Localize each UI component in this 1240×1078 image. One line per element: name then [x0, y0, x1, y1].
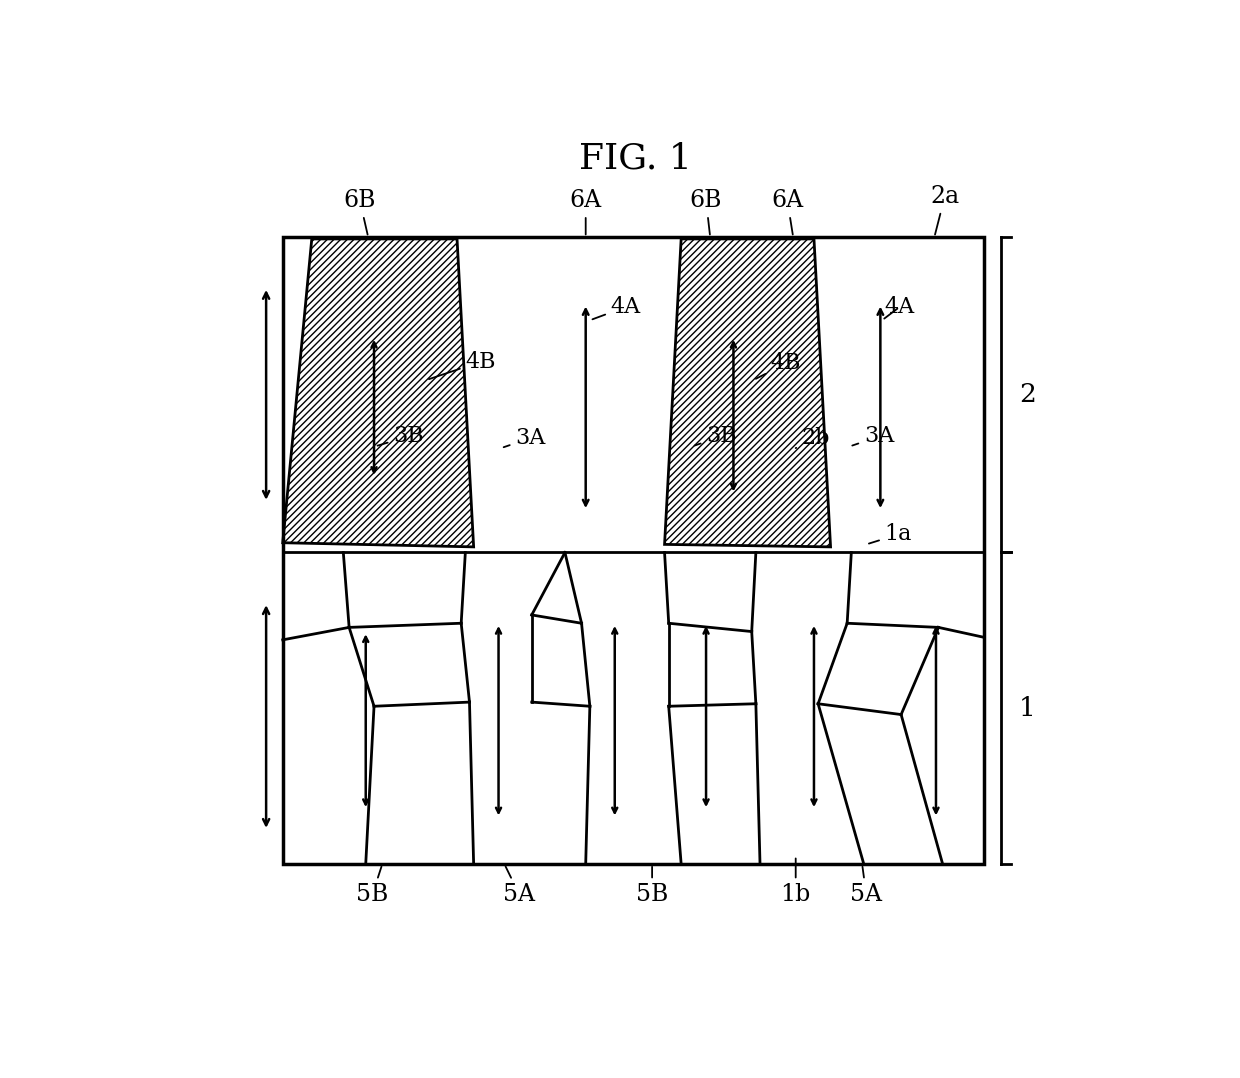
Text: 5B: 5B [356, 867, 388, 906]
Text: FIG. 1: FIG. 1 [579, 141, 692, 176]
Text: 3B: 3B [377, 426, 424, 447]
Text: 5A: 5A [851, 867, 882, 906]
Text: 5B: 5B [636, 867, 668, 906]
Text: 2: 2 [1019, 383, 1035, 407]
Text: 2b: 2b [796, 427, 830, 450]
Text: 4B: 4B [429, 350, 496, 379]
Text: 6B: 6B [343, 190, 376, 235]
Text: 1: 1 [1019, 695, 1035, 721]
Text: 1a: 1a [869, 524, 911, 545]
Text: 6A: 6A [771, 190, 804, 235]
Text: 4A: 4A [884, 296, 915, 319]
Text: 4B: 4B [756, 353, 801, 378]
Text: 1b: 1b [780, 858, 811, 906]
Text: 5A: 5A [503, 867, 536, 906]
Text: 3A: 3A [852, 426, 894, 447]
Text: 4A: 4A [593, 296, 641, 319]
Text: 6B: 6B [689, 190, 723, 235]
Polygon shape [283, 239, 474, 547]
Text: 2a: 2a [930, 185, 960, 235]
Polygon shape [665, 239, 831, 547]
Text: 6A: 6A [569, 190, 601, 235]
Text: 3B: 3B [694, 426, 737, 447]
Text: 3A: 3A [503, 427, 546, 450]
Bar [283, 237, 985, 863]
